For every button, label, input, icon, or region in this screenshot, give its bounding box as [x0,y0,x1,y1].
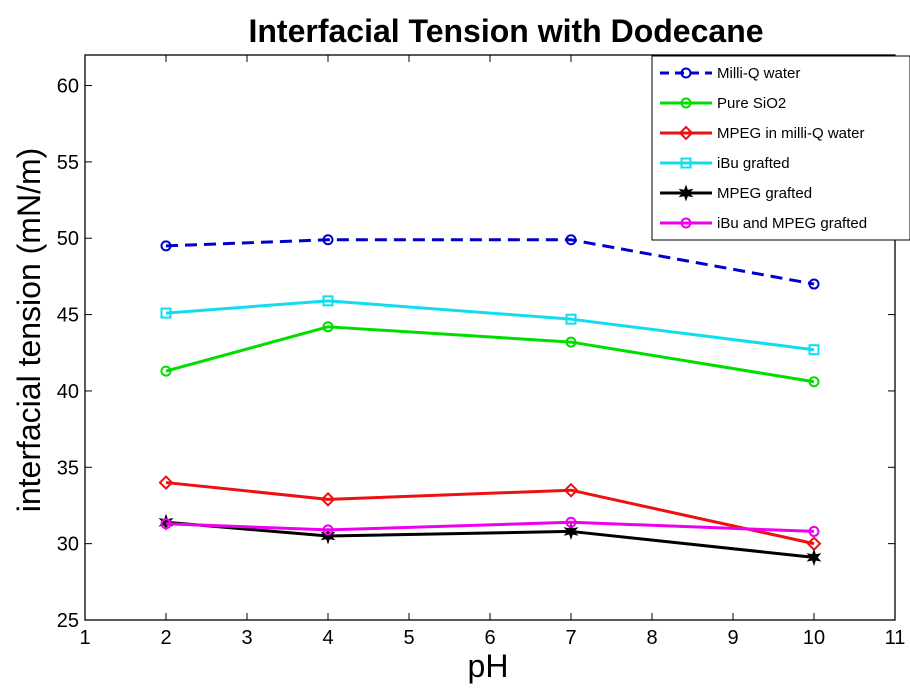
legend-label: MPEG grafted [717,185,812,202]
data-point [808,376,820,388]
data-point [565,516,577,528]
legend-entry: iBu and MPEG grafted [660,215,867,232]
data-point [160,365,172,377]
series-line [165,238,815,286]
y-tick-label: 30 [57,534,79,556]
y-tick-label: 55 [57,152,79,174]
legend-swatch-marker [680,217,692,229]
data-point [565,336,577,348]
y-tick-label: 50 [57,228,79,250]
x-tick-label: 5 [403,627,414,649]
y-tick-label: 35 [57,457,79,479]
data-point [808,344,820,356]
legend: Milli-Q water Pure SiO2 MPEG in milli-Q wa… [651,55,910,241]
series-line [165,325,815,384]
data-point [320,491,336,507]
x-axis-label: pH [468,648,509,684]
legend-entry: MPEG grafted [660,184,812,202]
series-line [165,299,815,352]
legend-swatch-marker [680,67,692,79]
data-point [322,321,334,333]
series-4 [160,295,820,356]
y-tick-label: 45 [57,305,79,327]
legend-swatch-marker [680,97,692,109]
series-5 [158,513,822,566]
data-point [160,307,172,319]
x-tick-label: 1 [79,627,90,649]
legend-label: iBu and MPEG grafted [717,215,867,232]
series-line [165,481,815,546]
data-point [808,278,820,290]
legend-entry: Pure SiO2 [660,95,786,112]
data-point [565,234,577,246]
series-line [165,520,815,533]
x-tick-label: 11 [885,627,906,649]
x-tick-label: 2 [160,627,171,649]
data-point [563,482,579,498]
legend-label: Milli-Q water [717,65,800,82]
data-point [322,234,334,246]
data-point [806,548,822,566]
y-tick-label: 25 [57,610,79,632]
y-tick-label: 40 [57,381,79,403]
legend-label: iBu grafted [717,155,790,172]
series-line [165,520,815,559]
data-point [158,475,174,490]
legend-swatch-marker [678,184,694,202]
legend-swatch-marker [678,125,694,141]
series-2 [160,321,820,388]
chart-title: Interfacial Tension with Dodecane [248,13,763,49]
series-group [158,234,822,566]
legend-box [651,55,910,241]
data-point [320,527,336,545]
data-point [160,518,172,530]
y-axis-label: interfacial tension (mN/m) [11,148,47,513]
data-point [322,524,334,536]
series-6 [160,516,820,537]
legend-label: Pure SiO2 [717,95,786,112]
y-tick-label: 60 [57,76,79,98]
data-point [565,313,577,325]
legend-entry: iBu grafted [660,155,790,172]
x-tick-label: 6 [484,627,495,649]
legend-label: MPEG in milli-Q water [717,125,865,142]
data-point [160,240,172,252]
x-tick-label: 4 [322,627,333,649]
x-tick-label: 8 [646,627,657,649]
legend-entry: MPEG in milli-Q water [660,125,865,142]
series-1 [160,234,820,290]
data-point [563,522,579,540]
x-tick-label: 3 [241,627,252,649]
legend-entry: Milli-Q water [660,65,800,82]
data-point [322,295,334,307]
x-tick-label: 7 [565,627,576,649]
legend-swatch-marker [680,157,692,169]
data-point [808,525,820,537]
x-tick-label: 10 [803,627,825,649]
x-tick-label: 9 [727,627,738,649]
